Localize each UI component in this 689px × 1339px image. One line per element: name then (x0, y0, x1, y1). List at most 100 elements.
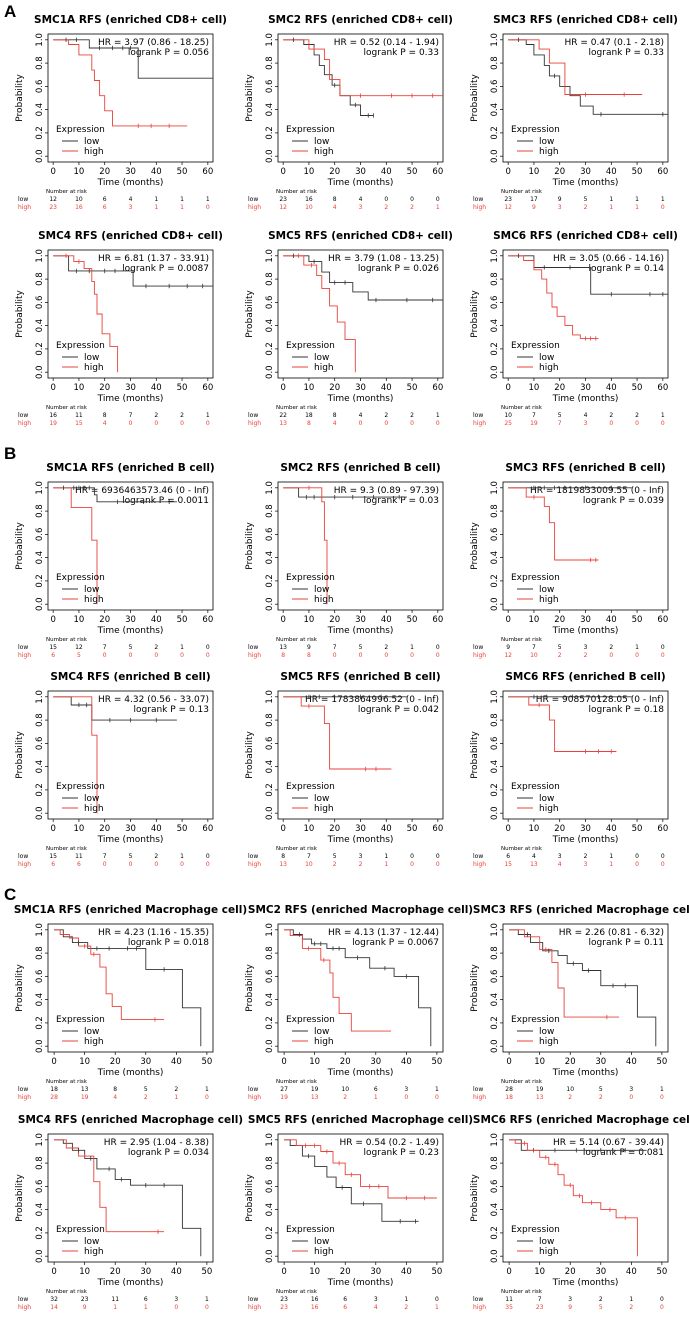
x-tick-label: 30 (140, 1267, 151, 1277)
y-tick-label: 0.8 (490, 713, 500, 727)
risk-count-low: 11 (75, 853, 83, 860)
y-tick-label: 0.6 (35, 1180, 45, 1194)
y-tick-label: 0.0 (490, 806, 500, 820)
risk-count-low: 1 (384, 853, 388, 860)
risk-count-low: 2 (609, 644, 613, 651)
risk-count-high: 13 (530, 861, 538, 868)
x-tick-label: 50 (177, 167, 188, 177)
x-tick-label: 60 (657, 615, 668, 625)
risk-count-low: 7 (532, 412, 536, 419)
chart-title: SMC3 RFS (enriched Macrophage cell) (473, 904, 689, 916)
logrank-p: logrank P = 0.026 (358, 264, 439, 274)
risk-row-label-high: high (473, 1094, 486, 1101)
x-tick-label: 0 (505, 615, 510, 625)
risk-count-high: 0 (660, 1304, 664, 1311)
risk-count-high: 1 (436, 204, 440, 211)
y-axis-label: Probability (15, 74, 25, 122)
legend-title: Expression (511, 341, 560, 351)
x-tick-label: 0 (280, 167, 285, 177)
hazard-ratio: HR = 6.81 (1.37 - 33.91) (98, 254, 209, 264)
legend-label-high: high (539, 147, 559, 157)
risk-count-high: 8 (307, 420, 311, 427)
x-tick-label: 20 (565, 1267, 576, 1277)
risk-count-low: 8 (333, 412, 337, 419)
y-tick-label: 0.4 (265, 760, 275, 774)
x-tick-label: 40 (401, 1057, 412, 1067)
risk-count-high: 0 (635, 861, 639, 868)
risk-count-low: 6 (144, 1296, 148, 1303)
risk-count-high: 10 (530, 652, 538, 659)
risk-count-low: 0 (435, 1296, 439, 1303)
risk-count-high: 0 (206, 652, 210, 659)
y-tick-label: 0.6 (490, 80, 500, 94)
risk-count-high: 6 (51, 652, 55, 659)
y-tick-label: 0.0 (490, 597, 500, 611)
risk-count-high: 1 (609, 204, 613, 211)
x-tick-label: 10 (534, 1057, 545, 1067)
chart-title: SMC4 RFS (enriched CD8+ cell) (38, 230, 223, 242)
risk-count-high: 0 (635, 420, 639, 427)
risk-count-high: 0 (435, 1094, 439, 1101)
risk-count-low: 16 (311, 1296, 319, 1303)
x-tick-label: 10 (79, 1267, 90, 1277)
y-tick-label: 1.0 (490, 33, 500, 47)
x-axis-label: Time (months) (327, 626, 394, 636)
risk-count-high: 0 (129, 420, 133, 427)
risk-row-label-low: low (473, 853, 483, 860)
y-tick-label: 1.0 (490, 1133, 500, 1147)
risk-count-low: 23 (280, 1296, 288, 1303)
survival-curve-low (283, 255, 443, 301)
plot-frame (47, 923, 214, 1053)
risk-count-low: 6 (343, 1296, 347, 1303)
x-tick-label: 30 (580, 824, 591, 834)
risk-count-high: 2 (333, 861, 337, 868)
risk-count-high: 0 (154, 420, 158, 427)
legend-title: Expression (56, 341, 105, 351)
risk-count-high: 14 (50, 1304, 58, 1311)
y-tick-label: 0.2 (35, 574, 45, 588)
hazard-ratio: HR = 3.97 (0.86 - 18.25) (98, 38, 209, 48)
legend-label-high: high (539, 595, 559, 605)
risk-count-low: 12 (75, 644, 83, 651)
hazard-ratio: HR = 3.79 (1.08 - 13.25) (328, 254, 439, 264)
risk-count-low: 3 (629, 1086, 633, 1093)
y-axis-label: Probability (15, 964, 25, 1012)
risk-count-low: 1 (609, 196, 613, 203)
y-tick-label: 0.8 (35, 713, 45, 727)
risk-count-low: 10 (75, 196, 83, 203)
y-axis-label: Probability (15, 522, 25, 570)
risk-row-label-low: low (473, 1296, 483, 1303)
risk-count-low: 11 (505, 1296, 513, 1303)
y-tick-label: 0.4 (490, 551, 500, 565)
x-axis-label: Time (months) (552, 1068, 619, 1078)
risk-count-high: 3 (584, 861, 588, 868)
x-tick-label: 20 (565, 1057, 576, 1067)
x-tick-label: 40 (401, 1267, 412, 1277)
risk-table-header: Number at risk (46, 1289, 88, 1295)
risk-count-low: 4 (129, 196, 133, 203)
y-tick-label: 0.8 (265, 504, 275, 518)
survival-curve-high (53, 696, 98, 814)
x-tick-label: 0 (280, 615, 285, 625)
y-tick-label: 1.0 (35, 249, 45, 263)
y-tick-label: 0.4 (35, 103, 45, 117)
x-tick-label: 20 (554, 615, 565, 625)
risk-count-high: 10 (305, 204, 313, 211)
logrank-p: logrank P = 0.03 (364, 496, 439, 506)
km-chart: SMC2 RFS (enriched CD8+ cell) 0.0 0.2 0.4 0.… (245, 14, 453, 211)
y-tick-label: 0.6 (265, 528, 275, 542)
risk-count-low: 16 (49, 412, 57, 419)
risk-count-low: 7 (333, 644, 337, 651)
y-tick-label: 0.4 (265, 1203, 275, 1217)
legend-label-high: high (84, 363, 104, 373)
x-tick-label: 60 (432, 824, 443, 834)
risk-row-label-high: high (18, 861, 31, 868)
x-tick-label: 40 (626, 1267, 637, 1277)
x-tick-label: 40 (151, 615, 162, 625)
risk-count-high: 1 (144, 1304, 148, 1311)
risk-table-header: Number at risk (46, 637, 88, 643)
legend-title: Expression (286, 125, 335, 135)
x-tick-label: 40 (151, 167, 162, 177)
risk-count-low: 3 (359, 853, 363, 860)
risk-count-high: 1 (609, 861, 613, 868)
